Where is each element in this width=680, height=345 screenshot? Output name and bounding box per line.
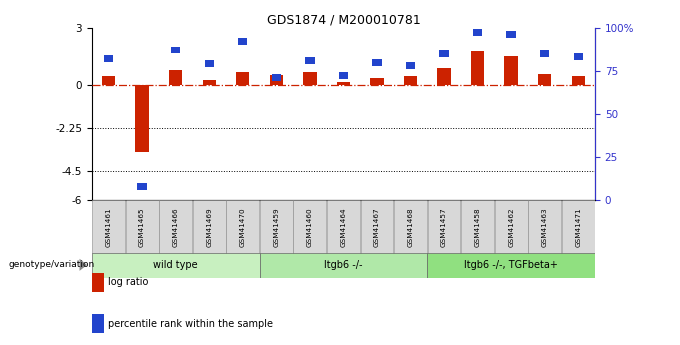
Bar [269, 75, 283, 85]
Bar [337, 82, 350, 85]
Text: log ratio: log ratio [108, 277, 148, 287]
Bar [169, 70, 182, 85]
Bar [540, 50, 549, 57]
Bar [428, 200, 460, 254]
Text: GSM41467: GSM41467 [374, 207, 380, 247]
Text: GSM41461: GSM41461 [105, 207, 112, 247]
Text: GSM41458: GSM41458 [475, 207, 481, 247]
Text: GSM41460: GSM41460 [307, 207, 313, 247]
Bar [439, 50, 449, 57]
Bar [562, 200, 595, 254]
Bar [494, 200, 528, 254]
Bar [339, 72, 348, 79]
Bar [238, 38, 248, 45]
Title: GDS1874 / M200010781: GDS1874 / M200010781 [267, 13, 420, 27]
Bar [137, 183, 147, 190]
Bar [126, 200, 158, 254]
Bar [427, 253, 595, 278]
Bar [573, 53, 583, 60]
Text: GSM41465: GSM41465 [139, 207, 145, 247]
Text: GSM41469: GSM41469 [206, 207, 212, 247]
Polygon shape [80, 259, 87, 271]
Bar [226, 200, 259, 254]
Bar [406, 62, 415, 69]
Bar [528, 200, 561, 254]
Bar [404, 77, 418, 85]
Text: GSM41463: GSM41463 [542, 207, 547, 247]
Text: ltgb6 -/-, TGFbeta+: ltgb6 -/-, TGFbeta+ [464, 260, 558, 270]
Bar [303, 72, 317, 85]
Text: GSM41462: GSM41462 [508, 207, 514, 247]
Bar [236, 72, 250, 85]
Text: GSM41468: GSM41468 [407, 207, 413, 247]
Bar [205, 60, 214, 67]
Bar [538, 73, 551, 85]
Bar [327, 200, 360, 254]
Bar [104, 55, 114, 62]
Bar [473, 29, 482, 36]
Text: GSM41466: GSM41466 [173, 207, 179, 247]
Bar [203, 80, 216, 85]
Bar [305, 57, 315, 64]
Bar [471, 51, 484, 85]
Text: ltgb6 -/-: ltgb6 -/- [324, 260, 362, 270]
Bar [370, 78, 384, 85]
Text: wild type: wild type [154, 260, 198, 270]
Bar [135, 85, 149, 152]
Bar [192, 200, 226, 254]
Bar [437, 68, 451, 85]
Bar [505, 56, 518, 85]
Bar [293, 200, 326, 254]
Bar [507, 31, 516, 38]
Text: percentile rank within the sample: percentile rank within the sample [108, 319, 273, 328]
Bar [92, 200, 125, 254]
Bar [171, 47, 180, 53]
Text: GSM41464: GSM41464 [341, 207, 346, 247]
Bar [571, 77, 585, 85]
Bar [159, 200, 192, 254]
Bar [260, 200, 293, 254]
Bar [92, 253, 260, 278]
Bar [271, 74, 281, 81]
Text: GSM41471: GSM41471 [575, 207, 581, 247]
Text: GSM41470: GSM41470 [240, 207, 245, 247]
Bar [372, 59, 381, 66]
Bar [461, 200, 494, 254]
Bar [394, 200, 427, 254]
Text: genotype/variation: genotype/variation [8, 260, 95, 269]
Bar [260, 253, 427, 278]
Text: GSM41457: GSM41457 [441, 207, 447, 247]
Text: GSM41459: GSM41459 [273, 207, 279, 247]
Bar [360, 200, 394, 254]
Bar [102, 76, 116, 85]
